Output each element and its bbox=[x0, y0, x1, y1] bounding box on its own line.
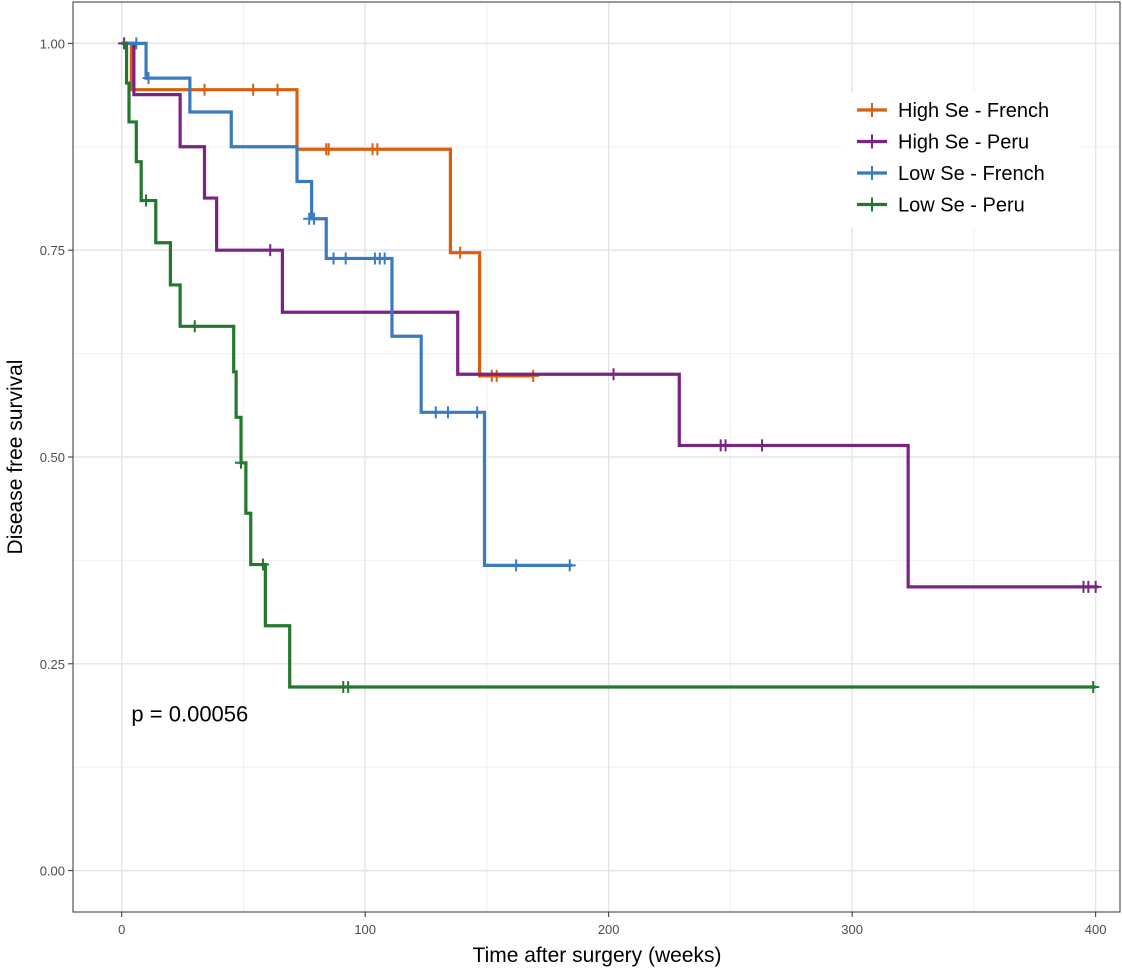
censor-mark bbox=[429, 406, 442, 419]
censor-mark bbox=[371, 143, 384, 156]
survival-step-line bbox=[121, 41, 573, 567]
censor-mark bbox=[322, 143, 335, 156]
x-tick-label: 200 bbox=[598, 922, 620, 937]
legend-label: High Se - French bbox=[898, 100, 1049, 122]
censor-mark bbox=[256, 558, 269, 571]
y-tick-label: 0.25 bbox=[40, 657, 65, 672]
x-tick-label: 400 bbox=[1085, 922, 1107, 937]
y-tick-label: 0.50 bbox=[40, 450, 65, 465]
x-tick-label: 100 bbox=[354, 922, 376, 937]
censor-mark bbox=[471, 406, 484, 419]
y-tick-label: 1.00 bbox=[40, 36, 65, 51]
censor-mark bbox=[271, 83, 284, 96]
censor-mark bbox=[264, 244, 277, 257]
censor-mark bbox=[339, 252, 352, 265]
y-tick-label: 0.75 bbox=[40, 243, 65, 258]
censor-mark bbox=[1087, 680, 1100, 693]
y-axis-title: Disease free survival bbox=[4, 360, 27, 555]
series-high-se-french bbox=[121, 41, 540, 382]
survival-step-line bbox=[121, 41, 1096, 689]
censor-mark bbox=[378, 252, 391, 265]
legend-label: Low Se - Peru bbox=[898, 195, 1025, 217]
censor-mark bbox=[130, 37, 143, 50]
censor-mark bbox=[527, 369, 540, 382]
censor-mark bbox=[441, 406, 454, 419]
censor-mark bbox=[140, 194, 153, 207]
censor-mark bbox=[142, 72, 155, 85]
censor-mark bbox=[188, 320, 201, 333]
censor-mark bbox=[235, 456, 248, 469]
censor-mark bbox=[454, 246, 467, 259]
x-tick-label: 0 bbox=[118, 922, 125, 937]
censor-mark bbox=[327, 252, 340, 265]
legend-label: Low Se - French bbox=[898, 163, 1045, 185]
x-tick-label: 300 bbox=[841, 922, 863, 937]
censor-mark bbox=[247, 83, 260, 96]
y-tick-label: 0.00 bbox=[40, 864, 65, 879]
censor-mark bbox=[198, 83, 211, 96]
censor-mark bbox=[719, 439, 732, 452]
legend-label: High Se - Peru bbox=[898, 132, 1029, 154]
legend: High Se - French High Se - Peru Low Se - F… bbox=[842, 92, 1082, 228]
censor-mark bbox=[342, 680, 355, 693]
series-low-se-peru bbox=[121, 41, 1100, 693]
censor-mark bbox=[607, 368, 620, 381]
censor-mark bbox=[756, 439, 769, 452]
censor-mark bbox=[308, 212, 321, 225]
series-low-se-french bbox=[121, 37, 576, 572]
censor-mark bbox=[510, 559, 523, 572]
x-axis-title: Time after surgery (weeks) bbox=[473, 944, 722, 967]
censor-mark bbox=[490, 369, 503, 382]
censor-mark bbox=[1089, 580, 1102, 593]
p-value-annotation: p = 0.00056 bbox=[131, 701, 248, 726]
censor-mark bbox=[563, 559, 576, 572]
